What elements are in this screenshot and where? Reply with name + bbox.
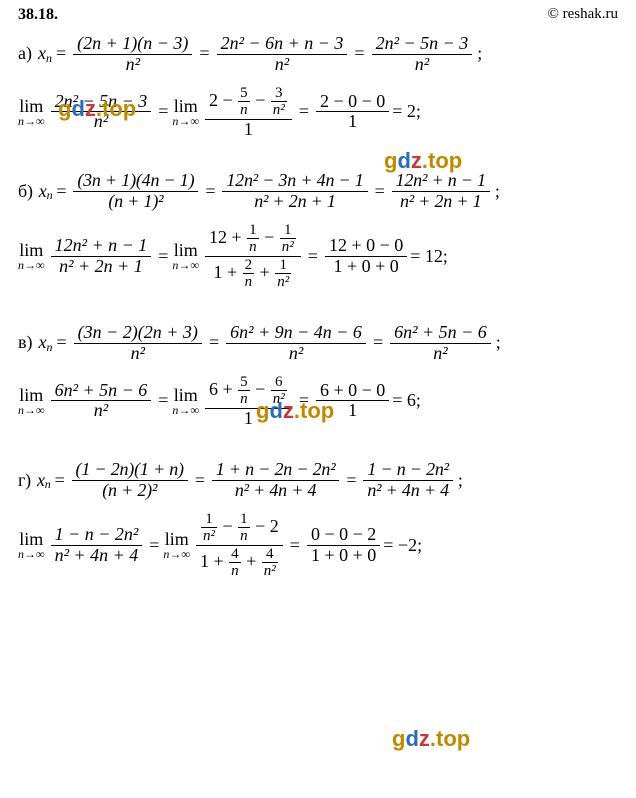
- site-credit: © reshak.ru: [547, 6, 618, 24]
- fraction: (2n + 1)(n − 3)n²: [73, 34, 192, 75]
- part-label: а): [18, 44, 32, 64]
- watermark: gdz.top: [392, 726, 470, 752]
- fraction: 2n² − 5n − 3n²: [372, 34, 473, 75]
- part-label: б): [18, 182, 33, 202]
- result: = 12;: [410, 247, 448, 267]
- result: = 6;: [392, 391, 421, 411]
- part-label: г): [18, 471, 31, 491]
- result: = −2;: [383, 536, 422, 556]
- part-label: в): [18, 333, 33, 353]
- fraction: 2n² − 6n + n − 3n²: [217, 34, 348, 75]
- problem-a: а) xn= (2n + 1)(n − 3)n² = 2n² − 6n + n …: [0, 28, 636, 147]
- limit: limn→∞: [18, 97, 45, 127]
- result: = 2;: [392, 102, 421, 122]
- problem-v: в) xn= (3n − 2)(2n + 3)n² = 6n² + 9n − 4…: [0, 317, 636, 436]
- problem-b: б) xn= (3n + 1)(4n − 1)(n + 1)² = 12n² −…: [0, 165, 636, 299]
- header: 38.18. © reshak.ru: [0, 0, 636, 28]
- problem-number: 38.18.: [18, 6, 58, 24]
- problem-g: г) xn= (1 − 2n)(1 + n)(n + 2)² = 1 + n −…: [0, 454, 636, 588]
